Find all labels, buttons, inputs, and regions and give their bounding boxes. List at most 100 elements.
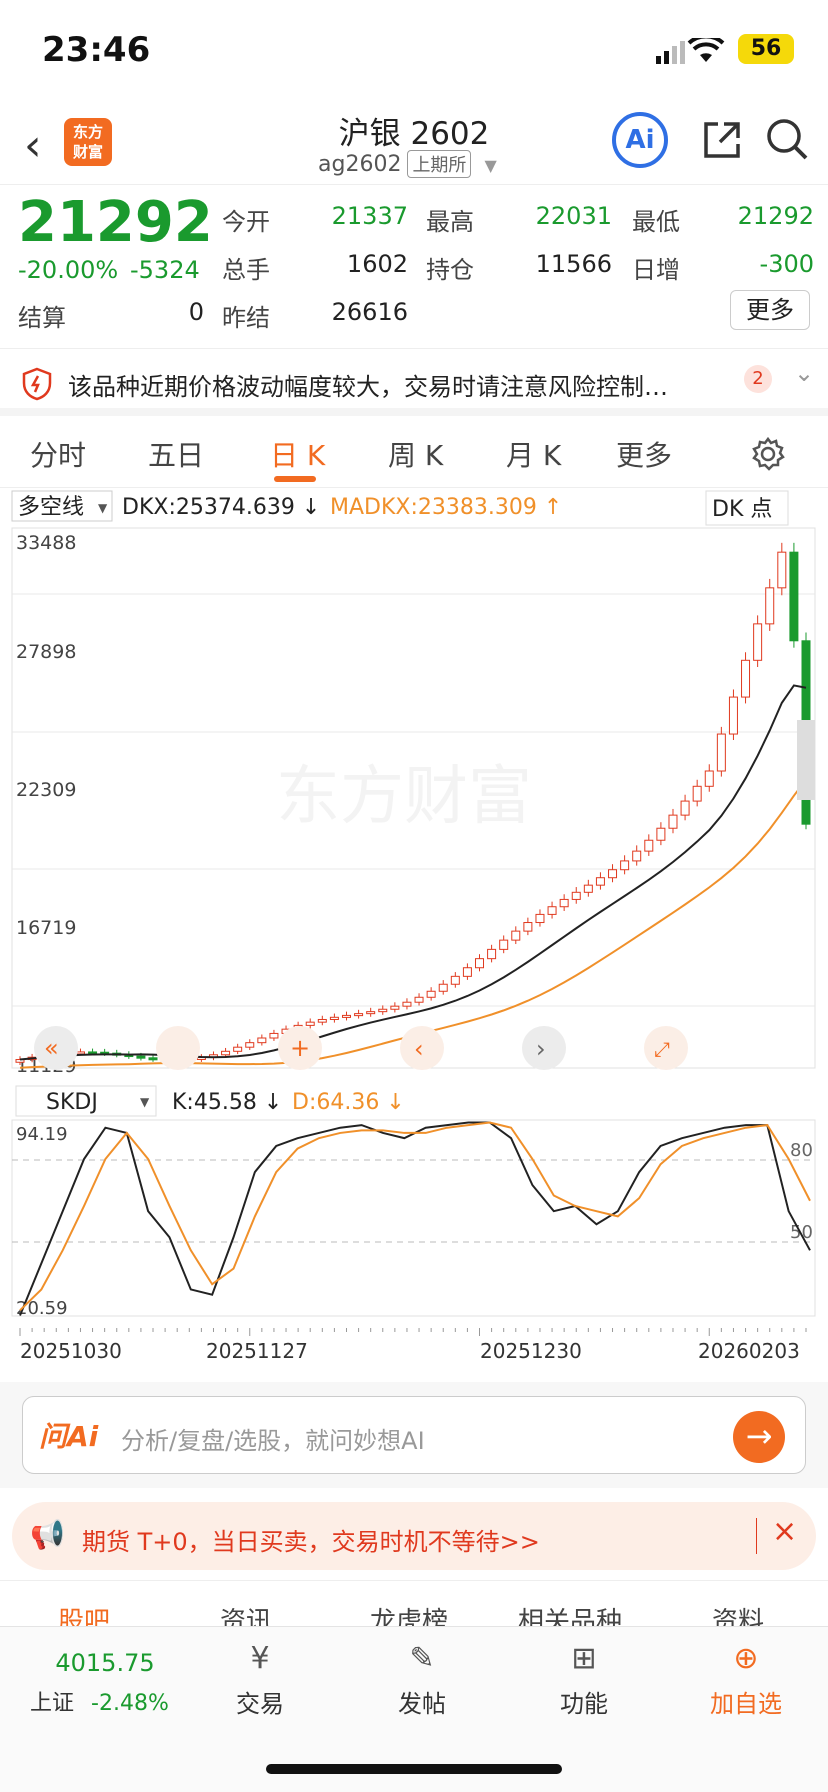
tab-intraday[interactable]: 分时	[30, 439, 87, 472]
nav-function[interactable]: ⊞ 功能	[524, 1641, 644, 1719]
tab-daily-k[interactable]: 日 K	[270, 439, 326, 472]
daily-increase-label: 日增	[632, 256, 680, 284]
kdj-k-line	[19, 1121, 811, 1316]
price-grid	[12, 593, 815, 1007]
prev-settle-value: 26616	[331, 298, 408, 326]
tab-five-day[interactable]: 五日	[148, 439, 205, 472]
ask-ai-label: 问Ai	[39, 1420, 99, 1453]
contract-code[interactable]: ag2602 上期所 ▼	[318, 150, 497, 178]
candle-body	[571, 891, 581, 900]
exchange-badge: 上期所	[407, 150, 472, 178]
fullscreen-button[interactable]	[644, 1026, 688, 1070]
candle-body	[680, 800, 690, 816]
candle-body	[390, 1005, 400, 1010]
promo-banner[interactable]: 📢 期货 T+0，当日买卖，交易时机不等待>> ×	[12, 1502, 816, 1570]
kdj-d-value: D:64.36 ↓	[292, 1090, 405, 1115]
candle-body	[632, 850, 642, 862]
header: ‹ 东方 财富 沪银 2602 ag2602 上期所 ▼ Ai	[0, 100, 828, 185]
content-tabs: 股吧 资讯 龙虎榜 相关品种 资料	[0, 1580, 828, 1628]
candle-body	[741, 659, 751, 698]
nav-add-watchlist[interactable]: ⊕ 加自选	[686, 1641, 806, 1719]
candle-body	[269, 1032, 279, 1039]
chart-nav-buttons: « + ‹ › ⤢	[34, 1026, 688, 1070]
candle-body	[487, 948, 497, 960]
battery-indicator: 56	[738, 34, 794, 64]
risk-warning-text: 该品种近期价格波动幅度较大，交易时请注意风险控制…	[68, 373, 668, 401]
home-indicator	[266, 1764, 562, 1774]
tab-news[interactable]: 资讯	[220, 1607, 273, 1628]
warning-count-badge: 2	[744, 365, 772, 393]
daily-increase-value: -300	[759, 250, 814, 278]
chevron-down-icon: ▼	[98, 501, 108, 515]
candle-body	[608, 869, 618, 879]
dk-point-toggle[interactable]	[705, 490, 789, 526]
tab-weekly-k[interactable]: 周 K	[388, 439, 444, 472]
nav-post-label: 发帖	[398, 1690, 446, 1718]
zoom-out-button[interactable]	[156, 1026, 200, 1070]
ai-button[interactable]: Ai	[612, 112, 668, 168]
candle-body	[511, 930, 521, 941]
index-widget[interactable]: 4015.75 上证 -2.48%	[30, 1649, 180, 1717]
candle-body	[704, 770, 714, 787]
candle-body	[341, 1014, 351, 1018]
candle-body	[728, 696, 738, 735]
zoom-in-button[interactable]	[278, 1026, 322, 1070]
candle-body	[462, 967, 472, 977]
indicator-selector[interactable]	[11, 490, 113, 522]
tab-more[interactable]: 更多	[616, 439, 673, 472]
candle-body	[329, 1016, 339, 1020]
candle-body	[402, 1001, 412, 1007]
more-quote-button[interactable]: 更多	[730, 290, 810, 330]
tab-profile[interactable]: 资料	[712, 1607, 765, 1628]
double-left-icon: «	[44, 1034, 59, 1062]
candle-body	[450, 975, 460, 985]
open-label: 今开	[222, 208, 270, 236]
risk-warning-bar[interactable]: 该品种近期价格波动幅度较大，交易时请注意风险控制… 2 ⌄	[0, 348, 828, 416]
candle-body	[535, 913, 545, 924]
kline-chart[interactable]: 多空线 ▼ DKX:25374.639 ↓ MADKX:23383.309 ↑ …	[0, 488, 828, 1380]
candle-body	[414, 996, 424, 1003]
dkx-line	[19, 684, 807, 1061]
candle-body	[656, 827, 666, 841]
arrow-right-icon[interactable]: →	[733, 1411, 785, 1463]
share-icon[interactable]	[700, 118, 744, 162]
tab-forum[interactable]: 股吧	[58, 1607, 111, 1628]
active-tab-underline	[274, 476, 316, 482]
nav-post[interactable]: ✎ 发帖	[362, 1641, 482, 1719]
kdj-80-label: 80	[790, 1140, 813, 1161]
candle-body	[221, 1050, 231, 1056]
kdj-selector[interactable]	[15, 1085, 157, 1117]
candle-body	[595, 877, 605, 886]
scroll-left-button[interactable]	[400, 1026, 444, 1070]
expand-icon: ⤢	[654, 1037, 670, 1061]
open-interest-value: 11566	[535, 250, 612, 278]
tab-monthly-k[interactable]: 月 K	[506, 439, 562, 472]
close-icon[interactable]: ×	[772, 1514, 798, 1549]
ask-ai-placeholder[interactable]: 分析/复盘/选股，就问妙想AI	[121, 1427, 425, 1455]
candle-body	[245, 1042, 255, 1048]
fast-back-button[interactable]	[34, 1026, 78, 1070]
ask-ai-bar[interactable]: 问Ai 分析/复盘/选股，就问妙想AI →	[22, 1396, 806, 1474]
high-value: 22031	[535, 202, 612, 230]
yen-icon: ¥	[250, 1641, 270, 1676]
chevron-down-icon[interactable]: ⌄	[794, 359, 815, 387]
nav-trade[interactable]: ¥ 交易	[200, 1641, 320, 1719]
scroll-right-button[interactable]	[522, 1026, 566, 1070]
kdj-name: SKDJ	[46, 1090, 98, 1115]
candle-body	[426, 990, 436, 998]
tab-dragon-tiger[interactable]: 龙虎榜	[370, 1607, 449, 1628]
chevron-down-icon: ▼	[140, 1095, 150, 1109]
back-icon[interactable]: ‹	[24, 120, 42, 171]
kdj-50-label: 50	[790, 1222, 813, 1243]
open-value: 21337	[331, 202, 408, 230]
candle-body	[559, 898, 569, 908]
search-icon[interactable]	[764, 116, 810, 162]
candle-body	[765, 587, 775, 625]
settings-gear-icon[interactable]	[750, 436, 786, 472]
candle-body	[475, 958, 485, 969]
period-tabs: 分时 五日 日 K 周 K 月 K 更多	[0, 420, 828, 488]
dkx-value: DKX:25374.639 ↓	[122, 495, 320, 520]
chevron-left-icon: ‹	[414, 1035, 424, 1063]
price-tick-4: 16719	[16, 917, 76, 939]
tab-related[interactable]: 相关品种	[518, 1607, 623, 1628]
